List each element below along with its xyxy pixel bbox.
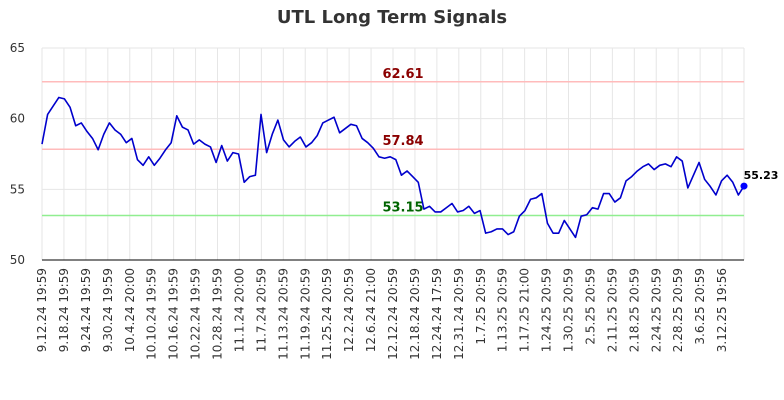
last-price-marker <box>740 182 748 190</box>
x-tick-label: 2.24.25 20:59 <box>649 268 663 352</box>
resistance-label: 62.61 <box>382 67 423 82</box>
x-tick-label: 2.11.25 20:59 <box>605 268 619 352</box>
resistance-label: 57.84 <box>382 134 423 149</box>
x-tick-label: 3.6.25 20:59 <box>693 268 707 345</box>
x-tick-label: 12.2.24 20:59 <box>342 268 356 352</box>
x-tick-label: 10.10.24 19:59 <box>145 268 159 360</box>
last-price-label: 55.23 <box>744 169 779 182</box>
x-tick-label: 3.12.25 19:56 <box>715 268 729 352</box>
x-tick-label: 2.5.25 20:59 <box>583 268 597 345</box>
x-tick-label: 11.25.24 20:59 <box>320 268 334 360</box>
x-tick-label: 12.6.24 21:00 <box>364 268 378 352</box>
x-tick-label: 9.12.24 19:59 <box>35 268 49 352</box>
x-tick-label: 12.24.24 17:59 <box>430 268 444 360</box>
x-tick-label: 12.18.24 20:59 <box>408 268 422 360</box>
y-tick-label: 65 <box>10 41 25 55</box>
x-tick-label: 1.13.25 20:59 <box>496 268 510 352</box>
x-tick-label: 11.13.24 20:59 <box>276 268 290 360</box>
x-tick-label: 2.18.25 20:59 <box>627 268 641 352</box>
x-tick-label: 9.18.24 19:59 <box>57 268 71 352</box>
price-line <box>41 96 745 239</box>
x-tick-label: 10.22.24 19:59 <box>189 268 203 360</box>
y-tick-label: 50 <box>10 253 25 267</box>
x-tick-label: 10.28.24 19:59 <box>211 268 225 360</box>
x-tick-label: 11.7.24 20:59 <box>254 268 268 352</box>
chart-title: UTL Long Term Signals <box>276 7 508 28</box>
y-tick-label: 55 <box>10 182 25 196</box>
x-tick-label: 1.30.25 20:59 <box>562 268 576 352</box>
x-tick-label: 12.12.24 20:59 <box>386 268 400 360</box>
x-tick-label: 1.24.25 20:59 <box>540 268 554 352</box>
x-tick-label: 1.7.25 20:59 <box>474 268 488 345</box>
x-tick-label: 2.28.25 20:59 <box>671 268 685 352</box>
x-tick-label: 11.1.24 20:00 <box>232 268 246 352</box>
x-tick-label: 10.4.24 20:00 <box>123 268 137 352</box>
x-tick-label: 11.19.24 20:59 <box>298 268 312 360</box>
x-tick-label: 10.16.24 19:59 <box>167 268 181 360</box>
x-tick-label: 9.24.24 19:59 <box>79 268 93 352</box>
support-label: 53.15 <box>382 200 423 215</box>
x-tick-label: 9.30.24 19:59 <box>101 268 115 352</box>
x-tick-label: 12.31.24 20:59 <box>452 268 466 360</box>
y-tick-label: 60 <box>10 112 25 126</box>
x-tick-label: 1.17.25 21:00 <box>518 268 532 352</box>
